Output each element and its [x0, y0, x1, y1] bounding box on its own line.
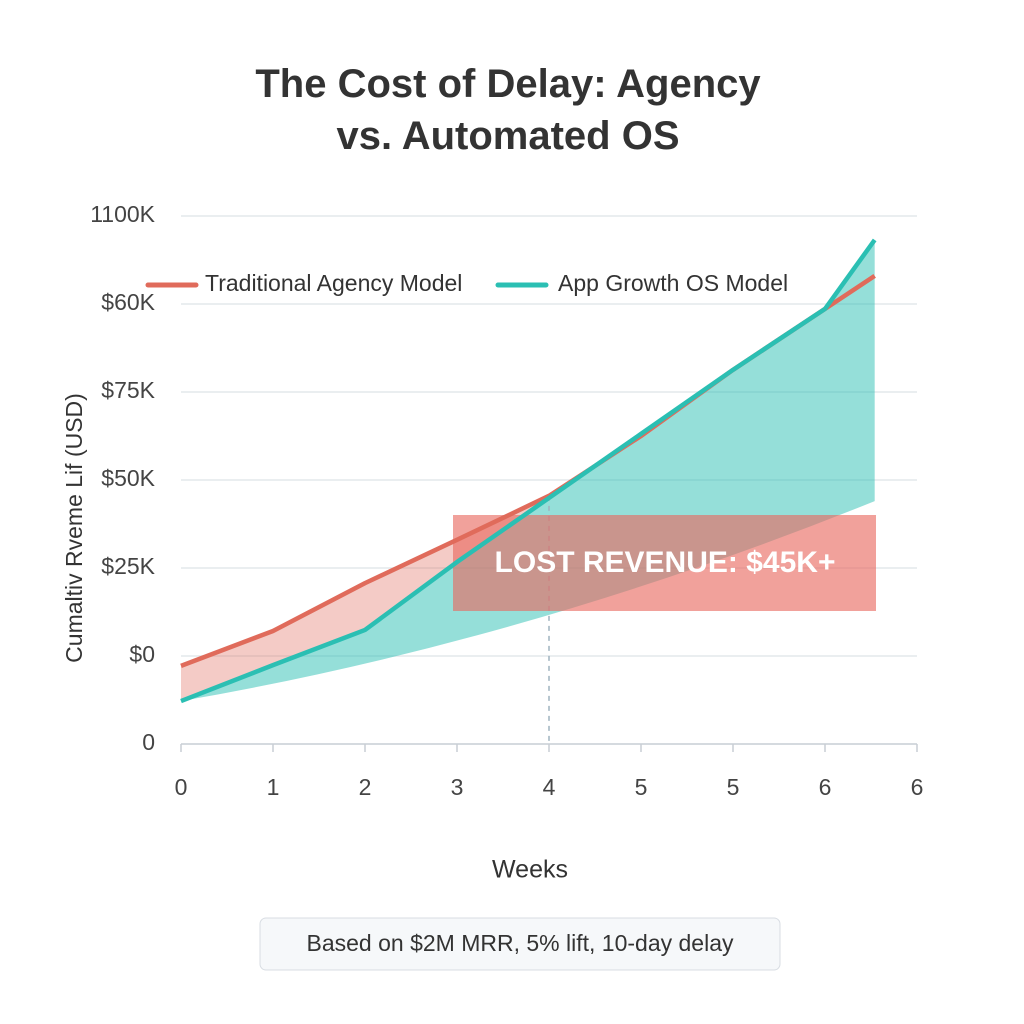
annotation-box	[453, 515, 876, 611]
y-tick-label: $25K	[101, 553, 155, 579]
x-tick-label: 3	[451, 774, 464, 800]
legend-label: App Growth OS Model	[558, 270, 788, 296]
y-axis-label: Cumaltiv Rveme Lif (USD)	[61, 393, 87, 663]
x-tick-label: 0	[175, 774, 188, 800]
y-tick-label: $75K	[101, 377, 155, 403]
y-tick-label: 0	[142, 729, 155, 755]
y-tick-label: $0	[129, 641, 155, 667]
x-tick-label: 6	[911, 774, 924, 800]
footnote: Based on $2M MRR, 5% lift, 10-day delay	[307, 930, 734, 956]
annotation: LOST REVENUE: $45K+	[495, 546, 836, 579]
x-tick-label: 4	[543, 774, 556, 800]
x-tick-label: 6	[819, 774, 832, 800]
x-tick-label: 5	[635, 774, 648, 800]
y-tick-label: $60K	[101, 289, 155, 315]
line	[180, 238, 877, 704]
chart-title: The Cost of Delay: Agency vs. Automated O…	[255, 62, 761, 158]
x-tick-label: 2	[359, 774, 372, 800]
x-axis-label: Weeks	[492, 856, 568, 884]
y-tick-label: 1100K	[90, 201, 155, 227]
y-tick-label: $50K	[101, 465, 155, 491]
footnote-box	[259, 917, 781, 971]
x-tick-label: 5	[727, 774, 740, 800]
legend-label: Traditional Agency Model	[205, 270, 462, 296]
x-tick-label: 1	[267, 774, 280, 800]
